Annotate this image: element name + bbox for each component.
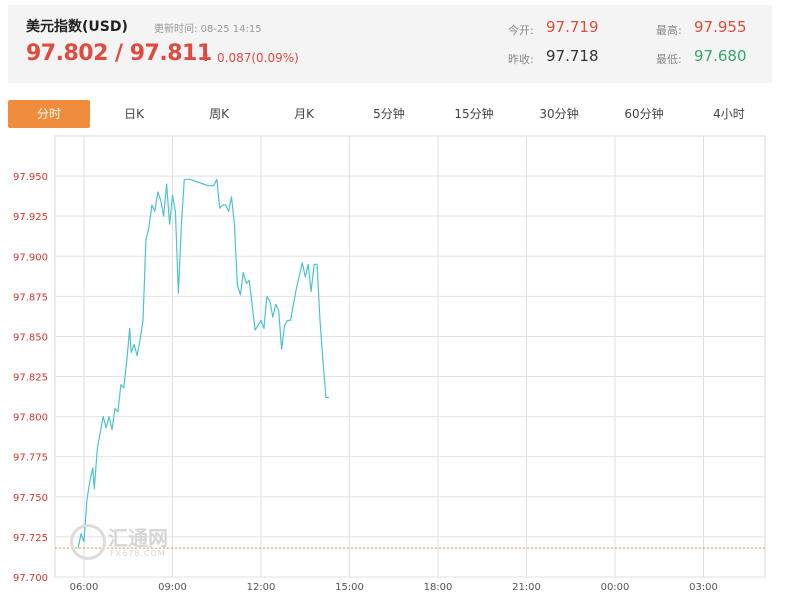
tab-intraday[interactable]: 分时 <box>8 100 90 128</box>
open-label: 今开: <box>508 24 534 37</box>
high-value: 97.955 <box>694 18 747 36</box>
update-time-value: 08-25 14:15 <box>200 24 262 35</box>
current-price: 97.802 / 97.811 <box>26 41 212 66</box>
y-tick-label: 97.825 <box>13 373 48 384</box>
x-tick-label: 03:00 <box>689 582 718 593</box>
chart-grid <box>54 135 766 578</box>
watermark-circle-icon <box>70 524 106 560</box>
tab-60min[interactable]: 60分钟 <box>624 107 664 121</box>
low-label: 最低: <box>656 53 682 66</box>
y-tick-label: 97.900 <box>13 252 48 263</box>
y-tick-label: 97.700 <box>13 573 48 584</box>
x-axis-labels: 06:00 09:00 12:00 15:00 18:00 21:00 00:00 03:00 <box>70 582 718 593</box>
tab-5min[interactable]: 5分钟 <box>373 107 405 121</box>
update-time: 更新时间: 08-25 14:15 <box>154 20 262 35</box>
open-value: 97.719 <box>546 18 599 36</box>
tab-4hour[interactable]: 4小时 <box>713 107 745 121</box>
y-tick-label: 97.800 <box>13 413 48 424</box>
y-tick-label: 97.775 <box>13 453 48 464</box>
prev-close-label: 昨收: <box>508 53 534 66</box>
x-tick-label: 00:00 <box>601 582 630 593</box>
y-tick-label: 97.725 <box>13 533 48 544</box>
period-tabs: 分时 日K 周K 月K 5分钟 15分钟 30分钟 60分钟 4小时 <box>8 100 772 128</box>
tab-15min[interactable]: 15分钟 <box>454 107 494 121</box>
y-tick-label: 97.850 <box>13 332 48 343</box>
y-tick-label: 97.750 <box>13 493 48 504</box>
quote-header: 美元指数(USD) 更新时间: 08-25 14:15 97.802 / 97.… <box>8 5 772 83</box>
x-tick-label: 09:00 <box>158 582 187 593</box>
x-tick-label: 15:00 <box>335 582 364 593</box>
tab-30min[interactable]: 30分钟 <box>539 107 579 121</box>
low-value: 97.680 <box>694 47 747 65</box>
y-tick-label: 97.875 <box>13 292 48 303</box>
tab-weekly-k[interactable]: 周K <box>209 107 229 121</box>
tab-monthly-k[interactable]: 月K <box>294 107 314 121</box>
x-tick-label: 21:00 <box>512 582 541 593</box>
x-tick-label: 12:00 <box>247 582 276 593</box>
price-change: 0.087(0.09%) <box>217 51 299 65</box>
x-tick-label: 18:00 <box>424 582 453 593</box>
tab-daily-k[interactable]: 日K <box>124 107 144 121</box>
high-label: 最高: <box>656 24 682 37</box>
prev-close-value: 97.718 <box>546 47 599 65</box>
watermark-logo: 汇通网 FX678.COM <box>70 522 180 562</box>
instrument-title: 美元指数(USD) <box>26 19 128 35</box>
price-line-layer <box>55 178 765 549</box>
up-arrow-icon: ⬆ <box>201 51 211 64</box>
price-series-line <box>77 178 329 549</box>
update-time-label: 更新时间: <box>154 24 198 35</box>
watermark-text: 汇通网 <box>108 526 168 550</box>
y-tick-label: 97.950 <box>13 172 48 183</box>
watermark-subtext: FX678.COM <box>110 549 166 558</box>
x-tick-label: 06:00 <box>70 582 99 593</box>
y-axis-labels: 97.950 97.925 97.900 97.875 97.850 97.825 97.8… <box>13 172 48 584</box>
y-tick-label: 97.925 <box>13 212 48 223</box>
